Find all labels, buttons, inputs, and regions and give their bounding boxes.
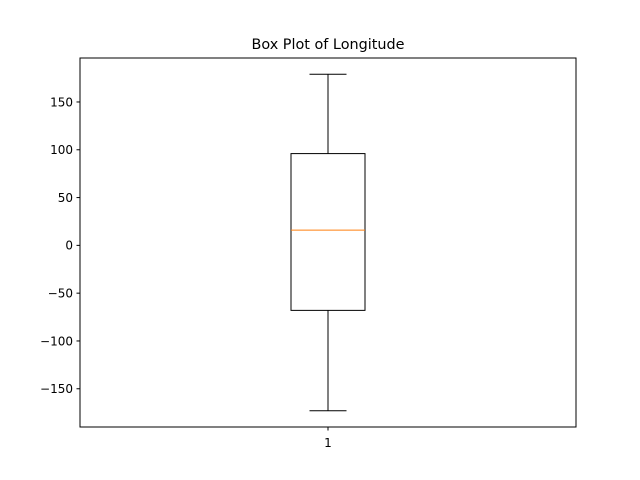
interquartile-box bbox=[290, 153, 366, 311]
y-tick-label: 150 bbox=[50, 95, 73, 109]
x-tick-label: 1 bbox=[324, 436, 332, 450]
y-tick-label: −50 bbox=[48, 286, 73, 300]
y-tick-label: −100 bbox=[40, 334, 73, 348]
y-tick-label: 100 bbox=[50, 143, 73, 157]
y-tick-label: 0 bbox=[65, 239, 73, 253]
y-tick-label: 50 bbox=[58, 191, 73, 205]
chart-title: Box Plot of Longitude bbox=[251, 37, 404, 53]
y-axis: −150 −100 −50 0 50 100 150 bbox=[40, 95, 80, 396]
box-series bbox=[290, 73, 366, 412]
x-axis: 1 bbox=[324, 427, 332, 450]
y-tick-label: −150 bbox=[40, 382, 73, 396]
